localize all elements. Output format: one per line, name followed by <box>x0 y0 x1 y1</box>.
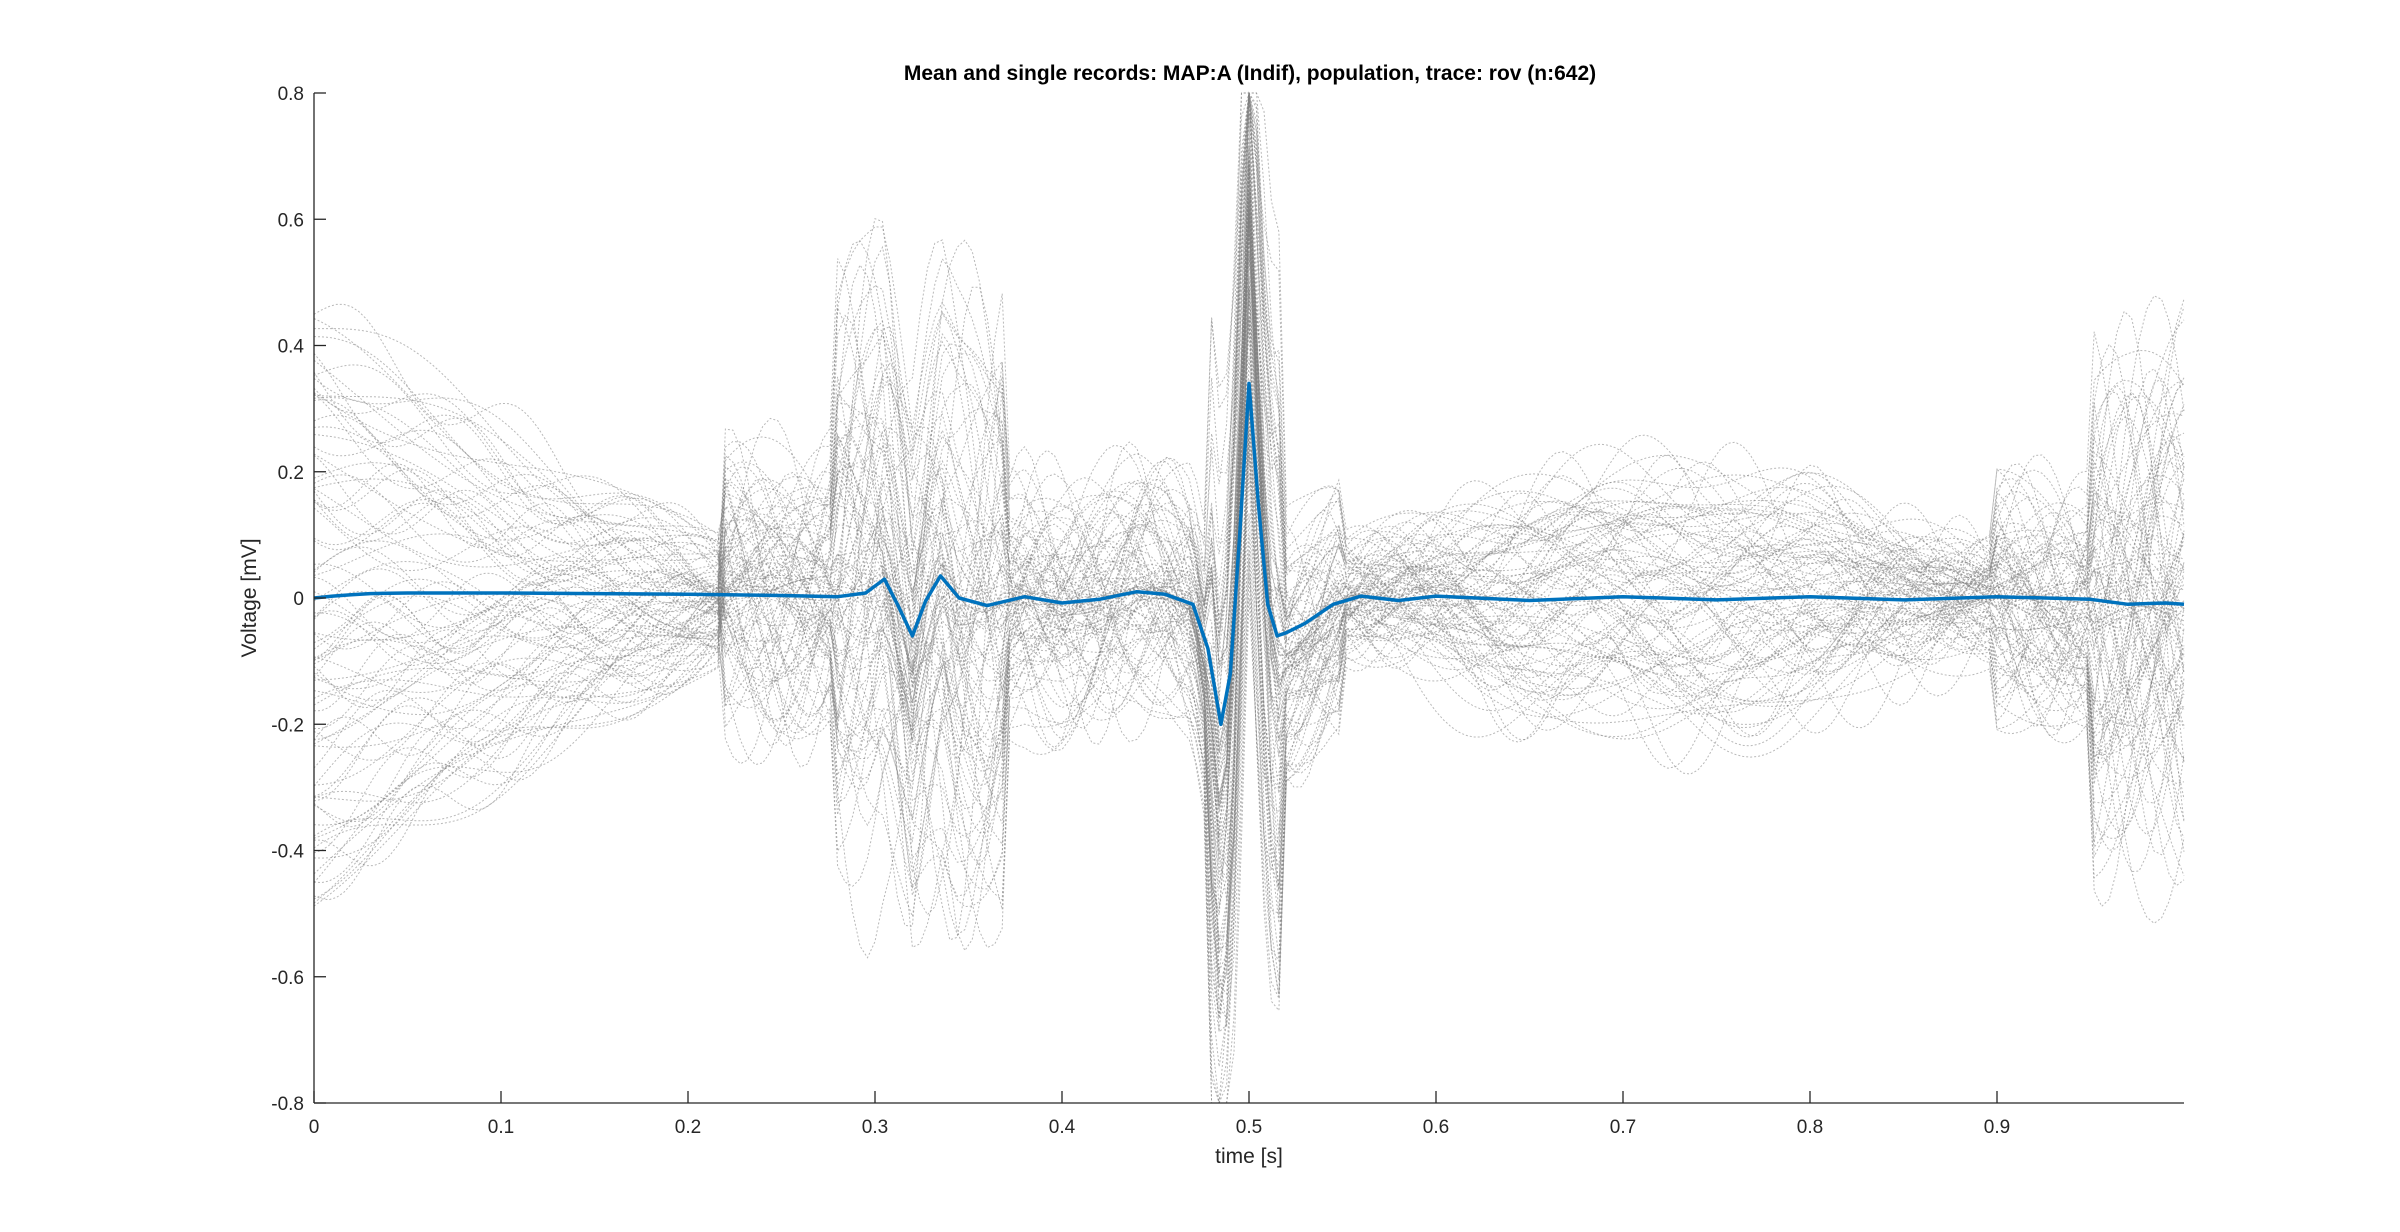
y-tick-label: 0.2 <box>278 463 304 484</box>
single-record-line <box>313 92 2185 854</box>
x-axis-label: time [s] <box>1215 1145 1283 1168</box>
single-record-line <box>313 187 2185 802</box>
y-tick-label: -0.4 <box>271 842 304 863</box>
single-record-line <box>313 164 2185 810</box>
x-tick-label: 0.3 <box>862 1117 888 1138</box>
single-record-line <box>313 251 2185 1019</box>
x-tick-label: 0.1 <box>488 1117 514 1138</box>
single-record-line <box>313 100 2185 1104</box>
single-record-line <box>313 378 2185 996</box>
single-record-line <box>313 394 2185 991</box>
single-record-line <box>313 300 2185 1104</box>
x-tick-label: 0.8 <box>1797 1117 1823 1138</box>
single-record-line <box>313 212 2185 896</box>
y-tick-label: 0 <box>293 589 304 610</box>
single-record-line <box>313 147 2185 948</box>
single-record-line <box>313 190 2185 856</box>
single-record-line <box>313 199 2185 794</box>
single-record-line <box>313 417 2185 997</box>
single-record-line <box>313 145 2185 753</box>
y-tick-label: 0.8 <box>278 84 304 105</box>
single-record-line <box>313 399 2185 940</box>
mean-trace-layer <box>313 381 2185 727</box>
single-record-line <box>313 230 2185 758</box>
single-record-line <box>313 225 2185 774</box>
single-record-line <box>313 92 2185 739</box>
y-axis-ticks: -0.8 -0.6 -0.4 -0.2 0 0.2 0.4 0.6 0.8 <box>271 84 326 1115</box>
single-record-line <box>313 278 2185 906</box>
single-record-line <box>313 92 2185 846</box>
x-tick-label: 0.4 <box>1049 1117 1076 1138</box>
single-record-line <box>313 310 2185 1104</box>
single-records <box>313 91 2185 1105</box>
single-record-line <box>313 199 2185 797</box>
y-tick-label: -0.6 <box>271 968 304 989</box>
y-tick-label: 0.4 <box>278 337 305 358</box>
single-record-line <box>313 285 2185 1104</box>
single-record-line <box>313 233 2185 884</box>
single-record-line <box>313 318 2185 972</box>
single-record-line <box>313 218 2185 1027</box>
mean-trace-line <box>313 381 2185 727</box>
x-tick-label: 0.2 <box>675 1117 701 1138</box>
chart-title: Mean and single records: MAP:A (Indif), … <box>904 62 1596 85</box>
single-record-line <box>313 251 2185 841</box>
single-record-line <box>313 232 2185 863</box>
single-record-line <box>313 404 2185 954</box>
single-record-line <box>313 287 2185 955</box>
single-record-line <box>313 153 2185 908</box>
single-record-line <box>313 239 2185 959</box>
x-tick-label: 0.5 <box>1236 1117 1262 1138</box>
x-tick-label: 0 <box>309 1117 320 1138</box>
x-tick-label: 0.9 <box>1984 1117 2010 1138</box>
x-tick-label: 0.7 <box>1610 1117 1636 1138</box>
single-record-line <box>313 379 2185 981</box>
y-tick-label: 0.6 <box>278 210 304 231</box>
single-record-line <box>313 343 2185 1012</box>
single-record-line <box>313 92 2185 866</box>
single-record-line <box>314 137 2185 867</box>
single-record-line <box>313 208 2185 854</box>
x-tick-label: 0.6 <box>1423 1117 1449 1138</box>
y-tick-label: -0.8 <box>271 1094 304 1115</box>
x-axis-ticks: 0 0.1 0.2 0.3 0.4 0.5 0.6 0.7 0.8 0.9 <box>309 1091 2010 1138</box>
single-record-line <box>313 317 2185 924</box>
single-record-line <box>313 288 2185 888</box>
y-axis-label: Voltage [mV] <box>238 538 261 657</box>
single-record-line <box>313 92 2185 684</box>
plot-area <box>313 91 2185 1105</box>
y-tick-label: -0.2 <box>271 715 304 736</box>
